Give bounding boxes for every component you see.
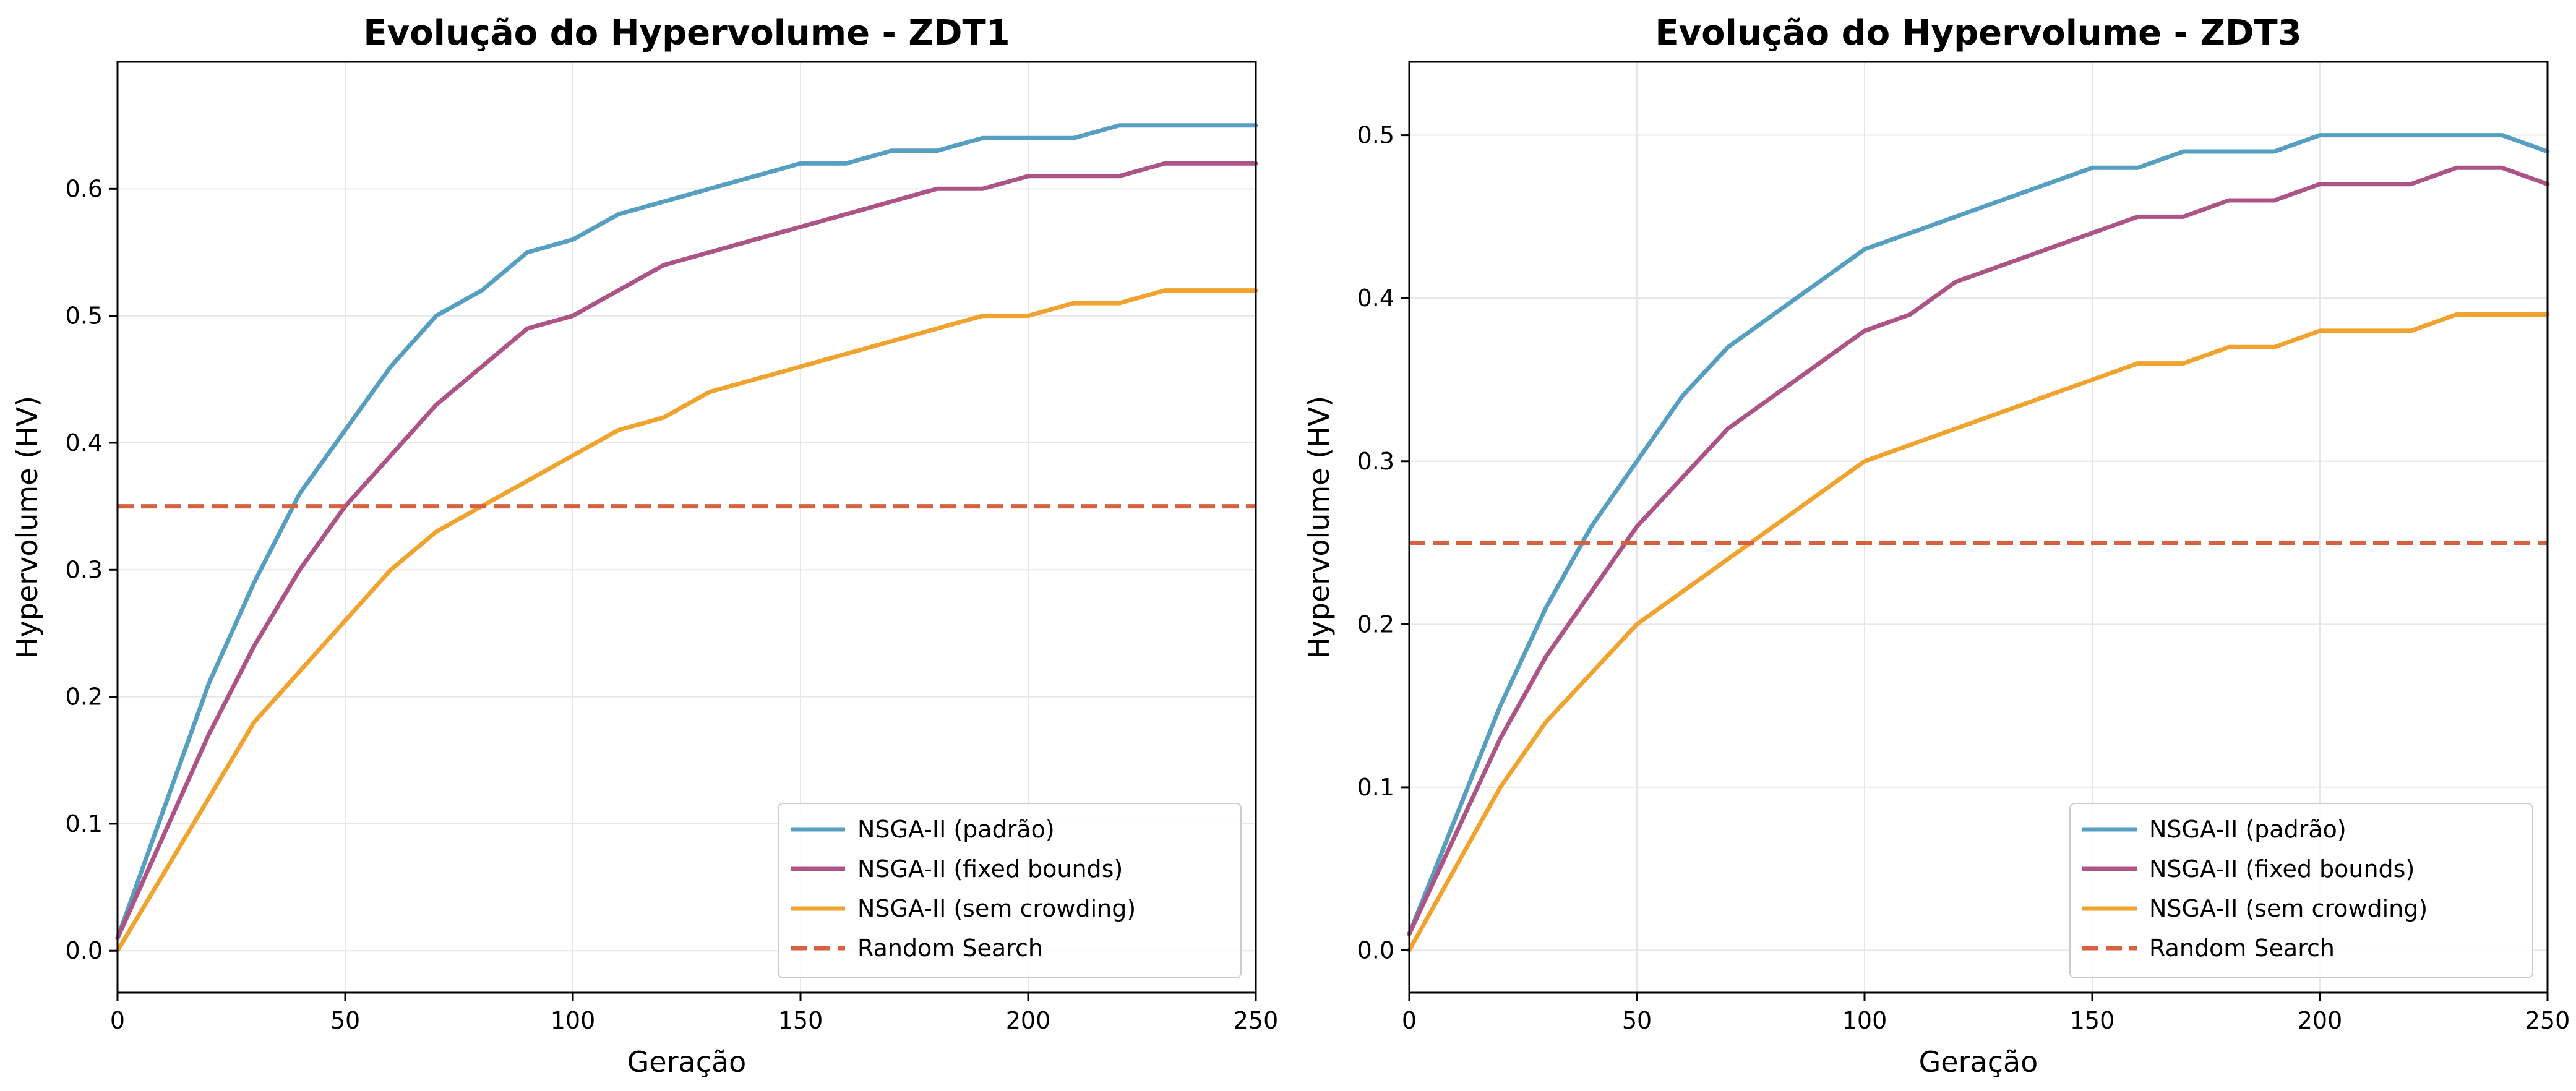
y-axis-ticks: 0.0 0.1 0.2 0.3 0.4 0.5	[1357, 122, 1409, 964]
x-tick-label: 150	[778, 1007, 823, 1034]
y-tick-label: 0.5	[1357, 122, 1394, 149]
x-tick-label: 0	[110, 1007, 125, 1034]
legend: NSGA-II (padrão) NSGA-II (fixed bounds) NS…	[778, 803, 1242, 978]
legend-box	[2069, 803, 2533, 978]
x-axis-label: Geração	[627, 1045, 747, 1079]
y-tick-label: 0.2	[1357, 610, 1394, 638]
legend-label: Random Search	[2149, 935, 2335, 962]
x-axis-label: Geração	[1919, 1045, 2038, 1079]
legend-label: NSGA-II (fixed bounds)	[2149, 855, 2415, 883]
y-tick-label: 0.4	[1357, 285, 1394, 312]
legend: NSGA-II (padrão) NSGA-II (fixed bounds) NS…	[2069, 803, 2533, 978]
y-tick-label: 0.2	[66, 683, 103, 711]
legend-label: Random Search	[857, 935, 1043, 962]
axes-frame	[116, 61, 1257, 994]
series-line-sem-crowding	[115, 288, 1258, 953]
legend-box	[778, 803, 1242, 978]
x-tick-label: 200	[2298, 1007, 2343, 1034]
y-axis-label: Hypervolume (HV)	[1302, 396, 1336, 659]
y-tick-label: 0.4	[66, 429, 103, 456]
y-tick-label: 0.6	[66, 175, 103, 202]
y-axis-label: Hypervolume (HV)	[11, 396, 44, 659]
x-tick-label: 200	[1006, 1007, 1051, 1034]
y-tick-label: 0.5	[66, 302, 103, 330]
grid	[1409, 62, 2548, 993]
x-tick-label: 150	[2070, 1007, 2115, 1034]
x-tick-label: 250	[1234, 1007, 1279, 1034]
series-line-padrao	[115, 123, 1258, 941]
y-tick-label: 0.0	[1357, 936, 1394, 964]
chart-panel-zdt1: 0 50 100 150 200 250 0.0 0.1 0.2 0.3 0.4 0.5 0.6 Ev…	[11, 13, 1278, 1079]
chart-panel-zdt3: 0 50 100 150 200 250 0.0 0.1 0.2 0.3 0.4 0.5 Evolu…	[1302, 13, 2570, 1079]
x-tick-label: 250	[2525, 1007, 2570, 1034]
x-tick-label: 0	[1402, 1007, 1417, 1034]
x-axis-ticks: 0 50 100 150 200 250	[1402, 993, 2570, 1034]
chart-title: Evolução do Hypervolume - ZDT1	[363, 13, 1010, 53]
series-line-fixed-bounds	[1407, 165, 2550, 936]
x-tick-label: 50	[1622, 1007, 1652, 1034]
x-tick-label: 100	[1842, 1007, 1887, 1034]
y-tick-label: 0.1	[66, 810, 103, 837]
axes-frame	[1408, 61, 2549, 994]
legend-label: NSGA-II (padrão)	[2149, 816, 2346, 843]
series-line-sem-crowding	[1407, 312, 2550, 952]
y-tick-label: 0.0	[66, 937, 103, 964]
y-tick-label: 0.1	[1357, 774, 1394, 801]
legend-label: NSGA-II (fixed bounds)	[857, 855, 1123, 883]
y-tick-label: 0.3	[1357, 448, 1394, 475]
chart-title: Evolução do Hypervolume - ZDT3	[1655, 13, 2301, 53]
x-tick-label: 100	[551, 1007, 596, 1034]
series-line-padrao	[1407, 133, 2550, 936]
series-line-fixed-bounds	[115, 161, 1258, 941]
legend-label: NSGA-II (padrão)	[857, 816, 1055, 843]
x-axis-ticks: 0 50 100 150 200 250	[110, 993, 1278, 1034]
series-layer	[115, 123, 1258, 953]
x-tick-label: 50	[330, 1007, 360, 1034]
grid	[117, 62, 1256, 993]
y-axis-ticks: 0.0 0.1 0.2 0.3 0.4 0.5 0.6	[66, 175, 118, 964]
y-tick-label: 0.3	[66, 556, 103, 583]
legend-label: NSGA-II (sem crowding)	[2149, 895, 2428, 922]
legend-label: NSGA-II (sem crowding)	[857, 895, 1136, 922]
series-layer	[1407, 133, 2550, 952]
